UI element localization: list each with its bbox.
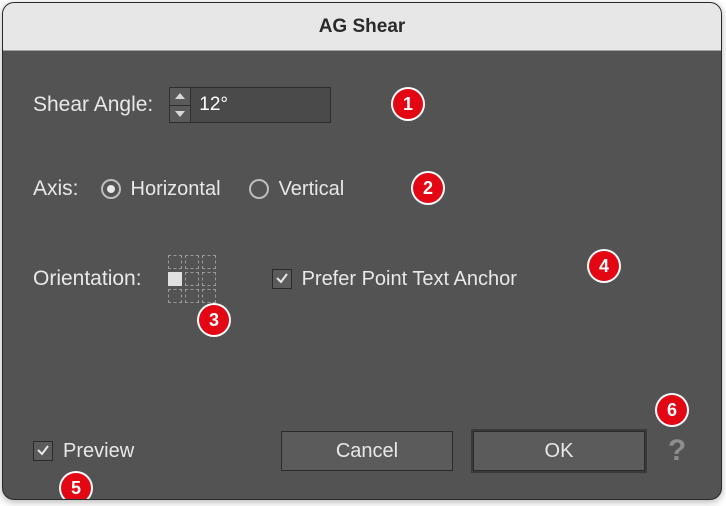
- anchor-cell[interactable]: [185, 272, 199, 286]
- orientation-anchor-grid[interactable]: [168, 255, 216, 303]
- anchor-cell[interactable]: [202, 255, 216, 269]
- annotation-badge-1: 1: [393, 89, 423, 119]
- axis-vertical-label: Vertical: [279, 178, 345, 201]
- prefer-anchor-checkbox[interactable]: Prefer Point Text Anchor: [272, 268, 517, 291]
- cancel-button-label: Cancel: [336, 440, 398, 463]
- shear-angle-label: Shear Angle:: [33, 93, 153, 117]
- annotation-badge-6: 6: [657, 395, 687, 425]
- axis-horizontal-radio[interactable]: Horizontal: [101, 178, 221, 201]
- anchor-cell[interactable]: [185, 289, 199, 303]
- annotation-badge-5: 5: [61, 473, 91, 500]
- checkbox-box-icon: [33, 441, 53, 461]
- shear-angle-stepper: [169, 87, 331, 123]
- anchor-cell[interactable]: [185, 255, 199, 269]
- checkmark-icon: [275, 268, 289, 291]
- stepper-down-button[interactable]: [170, 105, 190, 123]
- cancel-button[interactable]: Cancel: [281, 431, 453, 471]
- orientation-row: Orientation: Prefer Point Text Anch: [33, 255, 691, 303]
- anchor-cell[interactable]: [168, 255, 182, 269]
- preview-label: Preview: [63, 440, 134, 463]
- orientation-label: Orientation:: [33, 267, 142, 291]
- prefer-anchor-label: Prefer Point Text Anchor: [302, 268, 517, 291]
- anchor-cell[interactable]: [168, 289, 182, 303]
- shear-angle-input[interactable]: [191, 87, 331, 123]
- axis-row: Axis: Horizontal Vertical 2: [33, 177, 691, 201]
- axis-horizontal-label: Horizontal: [131, 178, 221, 201]
- titlebar: AG Shear: [3, 3, 721, 51]
- dialog-title: AG Shear: [319, 16, 406, 38]
- ag-shear-dialog: AG Shear Shear Angle: 1 Axis:: [2, 2, 722, 500]
- axis-vertical-radio[interactable]: Vertical: [249, 178, 345, 201]
- stepper-up-button[interactable]: [170, 88, 190, 105]
- ok-button-label: OK: [545, 440, 574, 463]
- preview-checkbox[interactable]: Preview: [33, 440, 134, 463]
- axis-label: Axis:: [33, 177, 79, 201]
- radio-circle-icon: [249, 179, 269, 199]
- help-button[interactable]: ?: [663, 437, 691, 465]
- question-mark-icon: ?: [668, 434, 686, 468]
- annotation-badge-2: 2: [413, 173, 443, 203]
- anchor-cell[interactable]: [202, 289, 216, 303]
- ok-button[interactable]: OK: [473, 431, 645, 471]
- stepper-buttons: [169, 87, 191, 123]
- checkmark-icon: [36, 440, 50, 463]
- shear-angle-row: Shear Angle: 1: [33, 87, 691, 123]
- anchor-cell[interactable]: [202, 272, 216, 286]
- chevron-up-icon: [175, 93, 185, 99]
- radio-circle-icon: [101, 179, 121, 199]
- checkbox-box-icon: [272, 269, 292, 289]
- annotation-badge-4: 4: [589, 251, 619, 281]
- dialog-content: Shear Angle: 1 Axis:: [3, 51, 721, 499]
- annotation-badge-3: 3: [199, 305, 229, 335]
- button-row: Preview Cancel OK ? 5 6: [33, 431, 691, 471]
- chevron-down-icon: [175, 111, 185, 117]
- anchor-cell-selected[interactable]: [168, 272, 182, 286]
- radio-dot-icon: [107, 185, 115, 193]
